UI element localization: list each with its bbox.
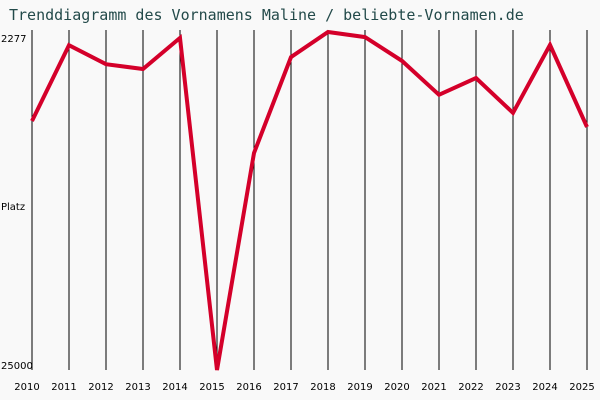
x-tick-label: 2022 — [458, 382, 484, 393]
x-tick-label: 2015 — [199, 382, 225, 393]
y-tick-top: 2277 — [1, 34, 27, 45]
x-tick-label: 2017 — [273, 382, 299, 393]
x-tick-label: 2014 — [162, 382, 188, 393]
x-tick-label: 2019 — [347, 382, 373, 393]
x-tick-label: 2023 — [495, 382, 521, 393]
x-tick-label: 2013 — [125, 382, 151, 393]
x-tick-label: 2011 — [51, 382, 77, 393]
x-tick-label: 2018 — [310, 382, 336, 393]
y-tick-bottom: 25000 — [1, 361, 33, 372]
x-tick-label: 2016 — [236, 382, 262, 393]
chart-title: Trenddiagramm des Vornamens Maline / bel… — [9, 6, 524, 24]
trend-line — [30, 29, 589, 371]
x-tick-label: 2020 — [384, 382, 410, 393]
x-tick-label: 2021 — [421, 382, 447, 393]
x-tick-label: 2012 — [88, 382, 114, 393]
x-tick-label: 2010 — [14, 382, 40, 393]
y-axis-label: Platz — [1, 202, 26, 213]
x-tick-label: 2025 — [569, 382, 595, 393]
x-tick-label: 2024 — [532, 382, 558, 393]
